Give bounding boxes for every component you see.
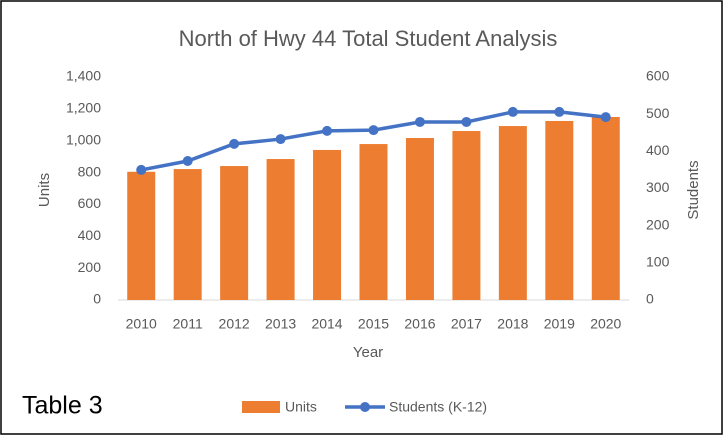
- bar: [545, 120, 574, 300]
- legend-label: Units: [285, 399, 317, 415]
- annotation: Table 3: [22, 392, 103, 420]
- x-tick-label: 2014: [311, 316, 342, 332]
- y-tick-label: 800: [78, 163, 102, 179]
- chart-title: North of Hwy 44 Total Student Analysis: [179, 26, 558, 51]
- x-tick-label: 2013: [265, 316, 296, 332]
- y2-tick-label: 600: [646, 68, 670, 84]
- bar: [452, 130, 481, 300]
- y-tick-label: 400: [78, 227, 102, 243]
- x-tick-label: 2019: [544, 316, 575, 332]
- y-tick-label: 1,000: [66, 131, 101, 147]
- legend-swatch: [242, 401, 280, 413]
- y-tick-label: 1,200: [66, 100, 101, 116]
- x-tick-label: 2010: [126, 316, 157, 332]
- y-axis-label: Units: [36, 173, 53, 207]
- x-tick-label: 2020: [590, 316, 621, 332]
- y2-tick-label: 200: [646, 216, 670, 232]
- x-tick-label: 2015: [358, 316, 389, 332]
- y-tick-label: 600: [78, 195, 102, 211]
- marker: [554, 106, 565, 117]
- x-tick-label: 2018: [497, 316, 528, 332]
- marker: [322, 125, 333, 136]
- marker: [414, 116, 425, 127]
- marker: [229, 138, 240, 149]
- marker: [600, 112, 611, 123]
- y2-axis-label: Students: [685, 160, 702, 219]
- bar: [498, 126, 527, 300]
- x-tick-label: 2011: [173, 316, 203, 332]
- marker: [136, 164, 147, 175]
- y2-tick-label: 100: [646, 254, 670, 270]
- y2-tick-label: 500: [646, 105, 670, 121]
- marker: [368, 125, 379, 136]
- y2-tick-label: 400: [646, 142, 670, 158]
- marker: [275, 134, 286, 145]
- y-tick-label: 0: [93, 291, 101, 307]
- marker: [182, 155, 193, 166]
- y2-tick-label: 0: [646, 291, 654, 307]
- bar: [313, 149, 342, 300]
- x-tick-label: 2017: [451, 316, 482, 332]
- bar: [359, 144, 388, 300]
- bar: [405, 138, 434, 300]
- y2-tick-label: 300: [646, 179, 670, 195]
- legend-label: Students (K-12): [389, 399, 487, 415]
- marker: [461, 116, 472, 127]
- x-tick-label: 2012: [219, 316, 250, 332]
- y-tick-label: 1,400: [66, 68, 101, 84]
- bar: [173, 169, 202, 300]
- y-tick-label: 200: [78, 259, 102, 275]
- x-tick-label: 2016: [404, 316, 435, 332]
- bar: [266, 159, 295, 300]
- bar: [127, 171, 156, 300]
- marker: [507, 106, 518, 117]
- x-axis-label: Year: [353, 344, 383, 361]
- legend-swatch-marker: [360, 402, 370, 412]
- bar: [220, 166, 249, 300]
- bar: [591, 116, 620, 300]
